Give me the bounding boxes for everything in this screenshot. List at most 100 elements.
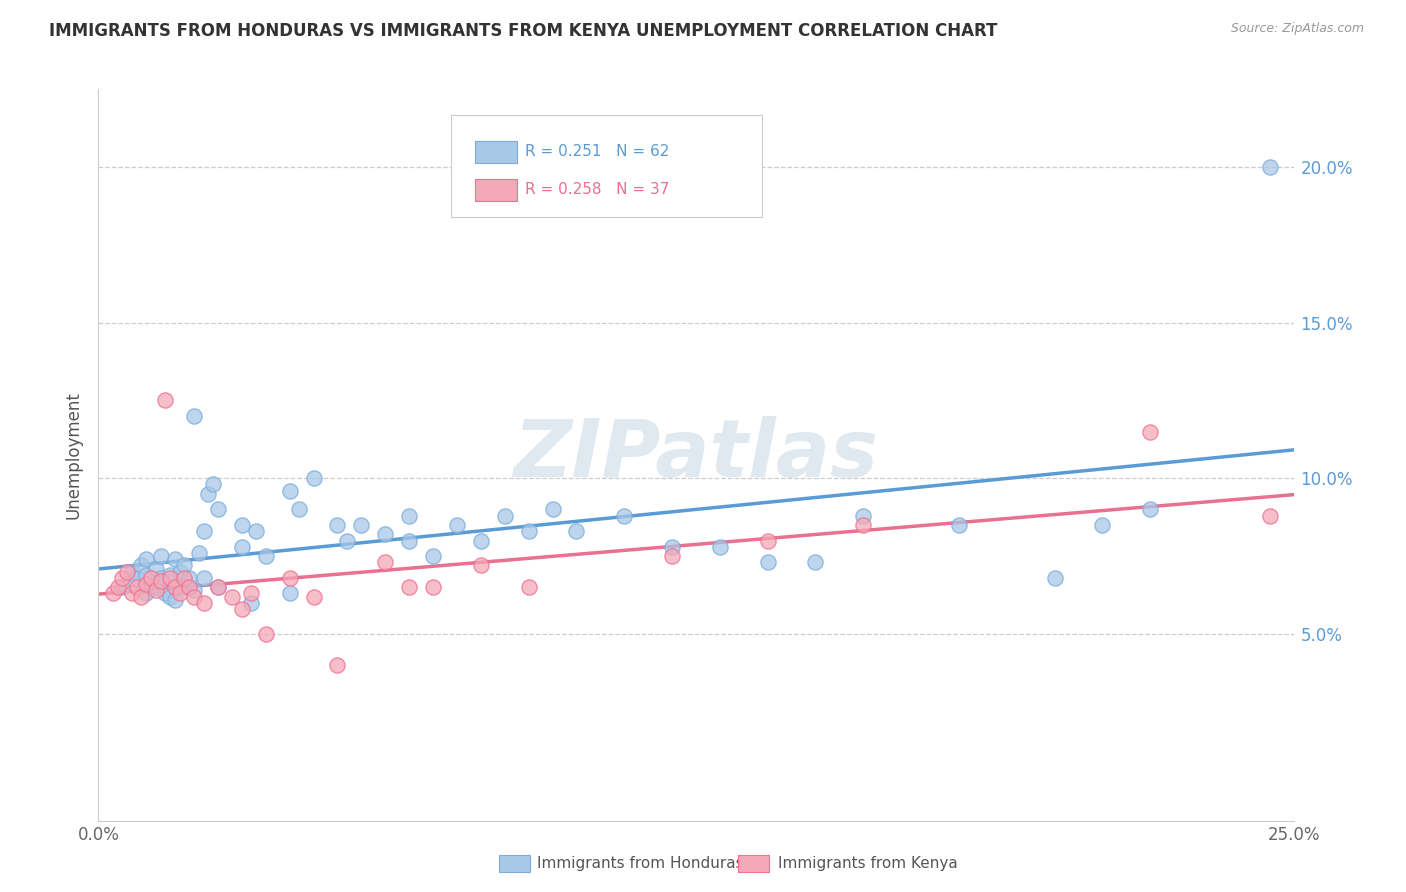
Point — [374, 527, 396, 541]
Point — [278, 483, 301, 498]
Point — [446, 518, 468, 533]
Point — [121, 565, 143, 579]
Point — [254, 549, 277, 563]
Point — [517, 580, 540, 594]
Point — [1258, 508, 1281, 523]
Point — [179, 571, 201, 585]
Point — [422, 549, 444, 563]
Point — [565, 524, 588, 538]
Point — [278, 586, 301, 600]
Point — [1258, 160, 1281, 174]
Point — [183, 409, 205, 423]
Point — [398, 533, 420, 548]
Point — [163, 592, 186, 607]
Point — [207, 580, 229, 594]
Point — [207, 580, 229, 594]
Point — [125, 571, 148, 585]
Point — [240, 596, 263, 610]
Point — [422, 580, 444, 594]
Point — [804, 555, 827, 569]
FancyBboxPatch shape — [451, 115, 762, 218]
Point — [852, 508, 875, 523]
Point — [163, 552, 186, 566]
Point — [183, 583, 205, 598]
Point — [470, 558, 492, 573]
Point — [179, 580, 201, 594]
Point — [155, 393, 177, 408]
Text: Immigrants from Kenya: Immigrants from Kenya — [778, 856, 957, 871]
Point — [231, 540, 253, 554]
Point — [121, 586, 143, 600]
Point — [1043, 571, 1066, 585]
Point — [183, 590, 205, 604]
Point — [245, 524, 267, 538]
Point — [202, 477, 225, 491]
Point — [231, 518, 253, 533]
Point — [326, 518, 349, 533]
Text: Source: ZipAtlas.com: Source: ZipAtlas.com — [1230, 22, 1364, 36]
Point — [115, 565, 138, 579]
Point — [756, 555, 779, 569]
Text: R = 0.251   N = 62: R = 0.251 N = 62 — [524, 145, 669, 160]
Point — [541, 502, 564, 516]
Point — [163, 580, 186, 594]
Point — [169, 586, 191, 600]
Point — [107, 580, 129, 594]
Point — [231, 602, 253, 616]
Point — [661, 549, 683, 563]
Point — [145, 583, 167, 598]
Point — [350, 518, 373, 533]
Point — [187, 546, 209, 560]
Point — [193, 524, 215, 538]
Point — [111, 571, 134, 585]
Point — [302, 590, 325, 604]
Point — [613, 508, 636, 523]
Text: R = 0.258   N = 37: R = 0.258 N = 37 — [524, 182, 669, 197]
Point — [709, 540, 731, 554]
Point — [145, 561, 167, 575]
Point — [131, 558, 153, 573]
Point — [173, 571, 195, 585]
Point — [470, 533, 492, 548]
Point — [326, 658, 349, 673]
Point — [111, 580, 134, 594]
FancyBboxPatch shape — [475, 141, 517, 162]
Point — [254, 627, 277, 641]
Point — [159, 590, 181, 604]
Point — [139, 571, 162, 585]
Point — [173, 558, 195, 573]
Point — [159, 571, 181, 585]
Y-axis label: Unemployment: Unemployment — [65, 391, 83, 519]
Point — [135, 586, 157, 600]
Text: IMMIGRANTS FROM HONDURAS VS IMMIGRANTS FROM KENYA UNEMPLOYMENT CORRELATION CHART: IMMIGRANTS FROM HONDURAS VS IMMIGRANTS F… — [49, 22, 998, 40]
Point — [207, 502, 229, 516]
Point — [169, 565, 191, 579]
Point — [135, 577, 157, 591]
Point — [852, 518, 875, 533]
Point — [159, 567, 181, 582]
Point — [494, 508, 516, 523]
Point — [155, 586, 177, 600]
Point — [302, 471, 325, 485]
Point — [193, 571, 215, 585]
Point — [661, 540, 683, 554]
FancyBboxPatch shape — [475, 178, 517, 201]
Point — [336, 533, 359, 548]
Point — [193, 596, 215, 610]
Point — [1091, 518, 1114, 533]
Point — [278, 571, 301, 585]
Text: ZIPatlas: ZIPatlas — [513, 416, 879, 494]
Point — [197, 487, 219, 501]
Point — [398, 508, 420, 523]
Point — [101, 586, 124, 600]
Point — [145, 580, 167, 594]
Point — [288, 502, 311, 516]
Point — [135, 567, 157, 582]
Point — [374, 555, 396, 569]
Point — [240, 586, 263, 600]
Point — [149, 574, 172, 588]
Point — [398, 580, 420, 594]
Point — [125, 580, 148, 594]
Point — [517, 524, 540, 538]
Text: Immigrants from Honduras: Immigrants from Honduras — [537, 856, 744, 871]
